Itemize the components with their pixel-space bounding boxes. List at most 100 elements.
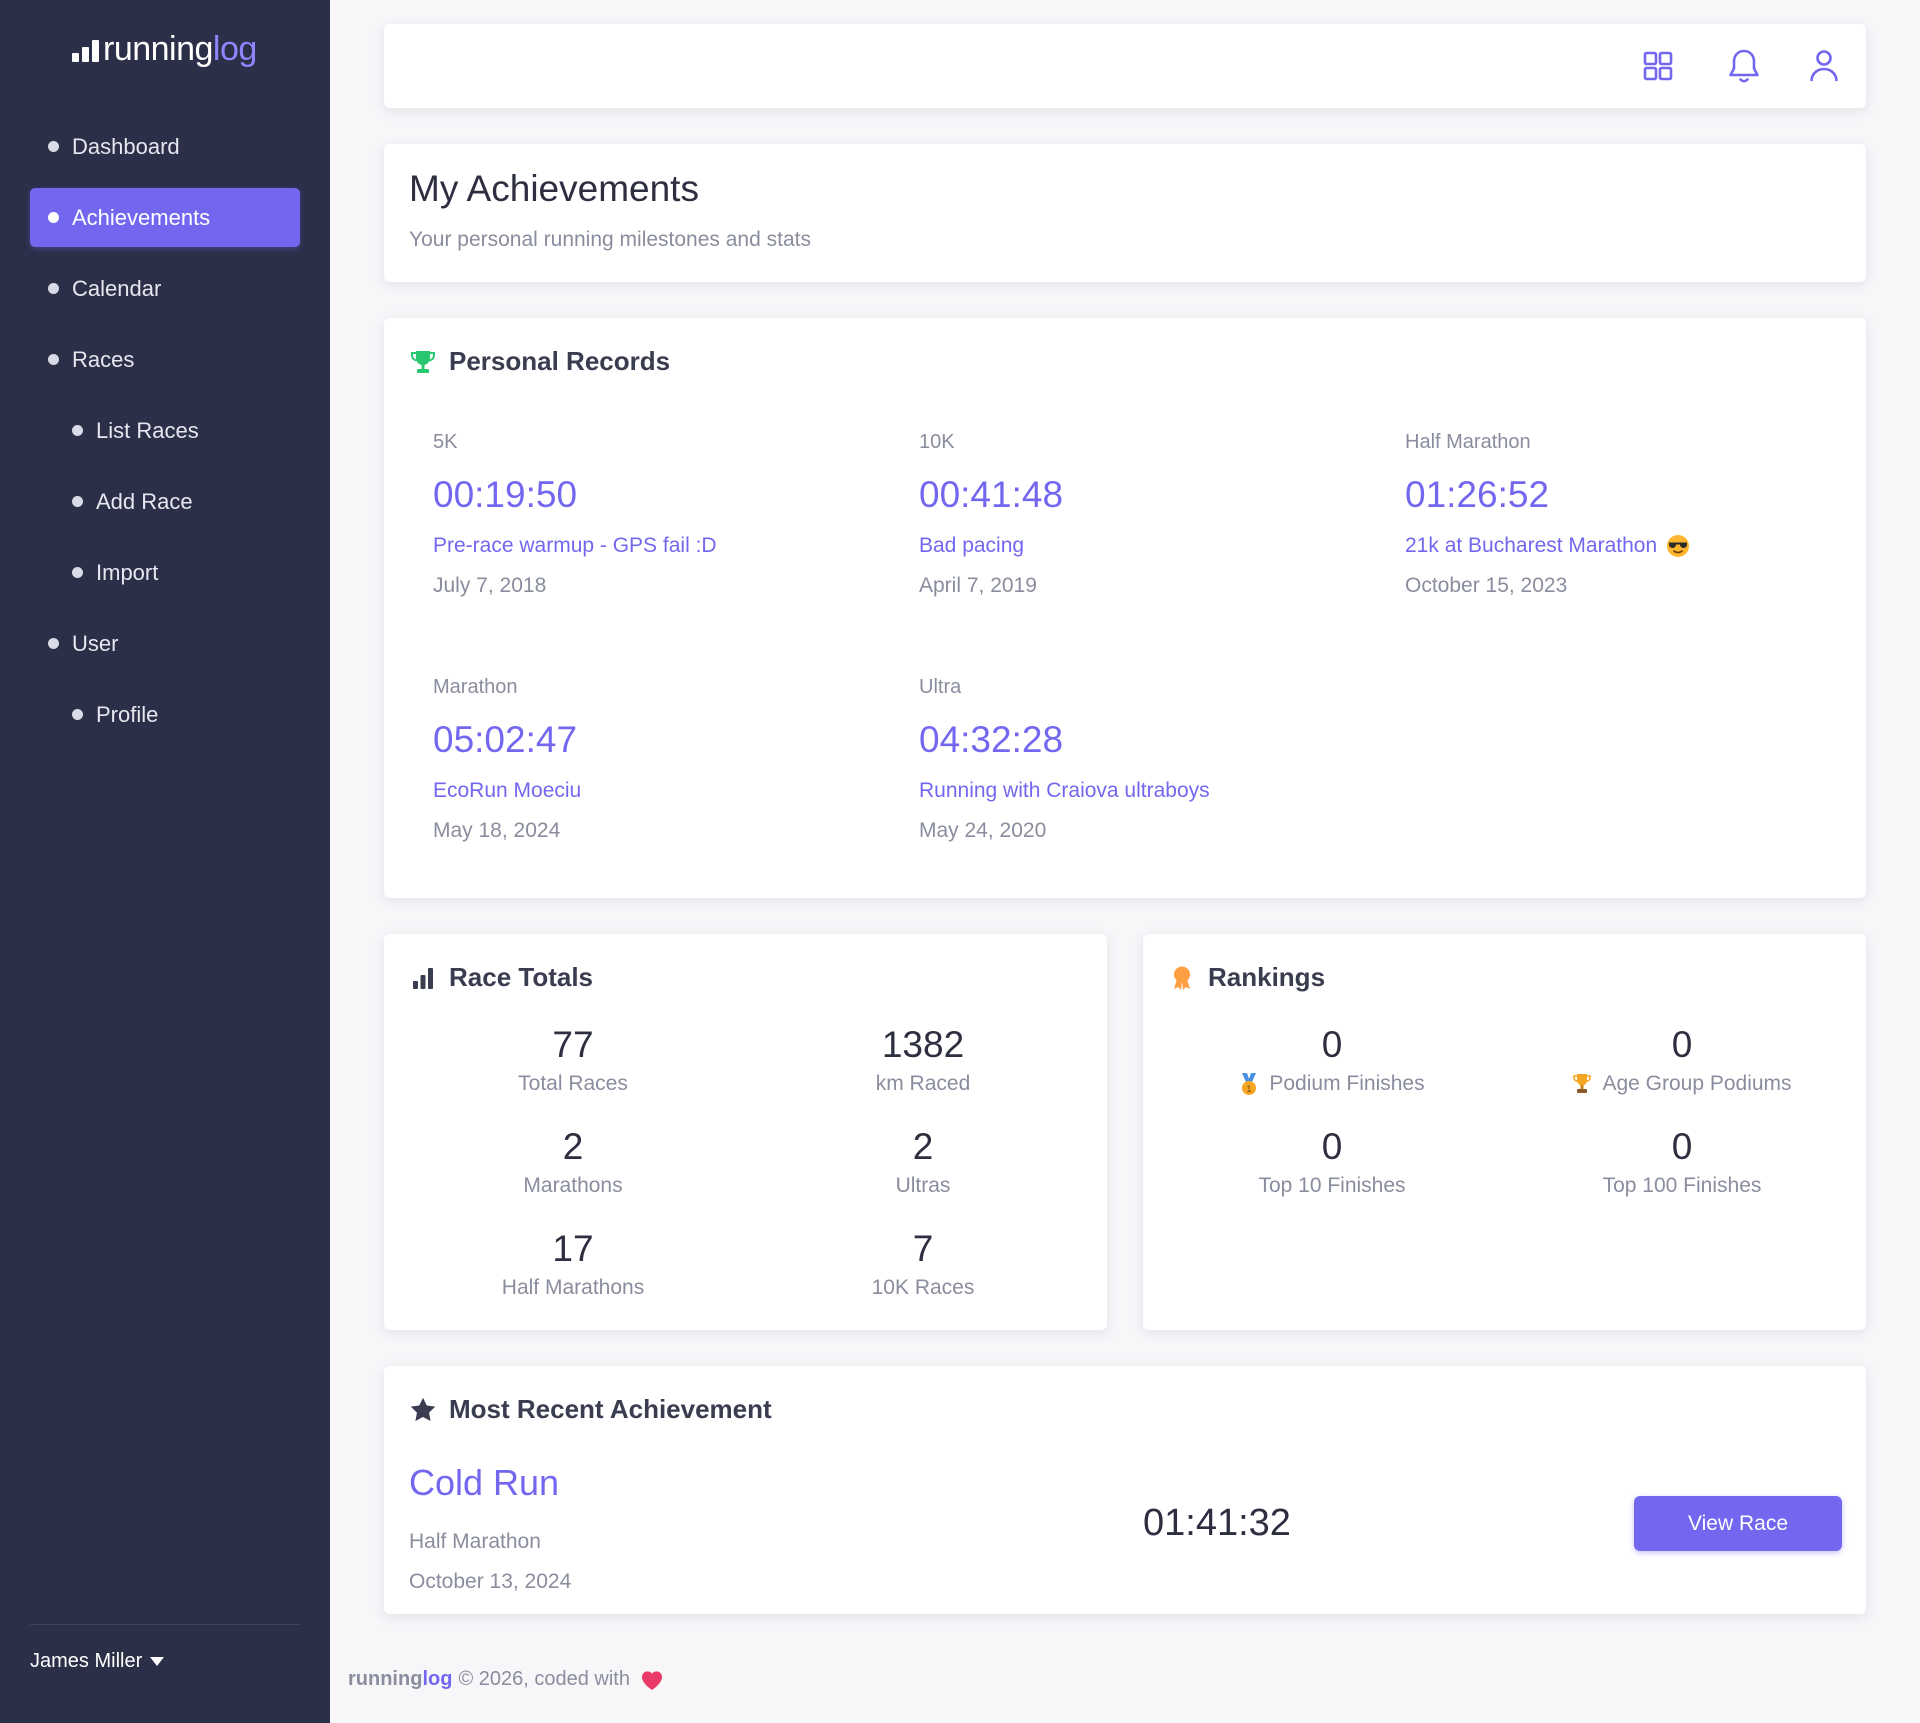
record-half-marathon: Half Marathon 01:26:52 21k at Bucharest … [1405,431,1885,598]
stat-ultras: 2 Ultras [743,1126,1103,1198]
stat-value: 2 [562,1126,584,1167]
sidebar-item-label: Add Race [96,488,193,514]
stat-label: km Raced [875,1072,971,1095]
record-race-link[interactable]: EcoRun Moeciu [433,779,913,803]
rankings-card: Rankings 0 1 Podium Finishes 0 Age Group… [1143,934,1866,1330]
bar-chart-icon [409,964,437,992]
sidebar-item-races[interactable]: Races [30,330,300,389]
stat-value: 77 [552,1024,594,1065]
stat-age-group-podiums: 0 Age Group Podiums [1502,1024,1862,1096]
stat-value: 0 [1671,1126,1693,1167]
footer-text: © 2026, coded with [458,1668,630,1690]
race-totals-card: Race Totals 77 Total Races 1382 km Raced… [384,934,1107,1330]
stat-label: Half Marathons [501,1276,645,1299]
sidebar-item-label: List Races [96,417,199,443]
sidebar-item-import[interactable]: Import [30,543,300,602]
footer-brand-log: log [422,1668,453,1690]
stat-value: 7 [912,1228,934,1269]
stat-value: 0 [1321,1024,1343,1065]
sidebar-item-user[interactable]: User [30,614,300,673]
page-title: My Achievements [409,168,699,209]
page-subtitle: Your personal running milestones and sta… [409,228,811,251]
view-race-button[interactable]: View Race [1634,1496,1842,1551]
sidebar-item-label: User [72,630,119,656]
bullet-icon [72,709,83,720]
sidebar-item-dashboard[interactable]: Dashboard [30,117,300,176]
stat-value: 17 [552,1228,594,1269]
stat-value: 2 [912,1126,934,1167]
record-time: 01:26:52 [1405,474,1550,515]
record-distance: 5K [433,431,458,453]
sidebar-item-list-races[interactable]: List Races [30,401,300,460]
record-race-link[interactable]: 21k at Bucharest Marathon [1405,534,1885,558]
bullet-icon [72,425,83,436]
top-navbar [384,24,1866,108]
heart-icon [640,1669,664,1691]
record-distance: Ultra [919,676,962,698]
sidebar-item-calendar[interactable]: Calendar [30,259,300,318]
sidebar-nav: Dashboard Achievements Calendar Races Li… [30,117,300,756]
stat-value: 0 [1321,1126,1343,1167]
sidebar-item-label: Achievements [72,204,211,230]
section-title-text: Most Recent Achievement [449,1394,772,1424]
stat-label: 1 Podium Finishes [1152,1072,1512,1096]
record-time: 04:32:28 [919,719,1064,760]
main-content: My Achievements Your personal running mi… [384,24,1866,1614]
sidebar: running log Dashboard Achievements Calend… [0,0,330,1723]
record-time: 00:41:48 [919,474,1064,515]
footer: running log © 2026, coded with [348,1668,664,1691]
star-icon [409,1396,437,1424]
race-link-text: Bad pacing [919,534,1025,557]
brand-logo[interactable]: running log [72,30,257,69]
stat-value: 1382 [881,1024,965,1065]
stat-total-races: 77 Total Races [393,1024,753,1096]
sidebar-item-label: Races [72,346,135,372]
bullet-icon [72,567,83,578]
stat-value: 0 [1671,1024,1693,1065]
sidebar-item-profile[interactable]: Profile [30,685,300,744]
stat-label: Age Group Podiums [1502,1072,1862,1096]
race-totals-title: Race Totals [409,962,1082,993]
record-ultra: Ultra 04:32:28 Running with Craiova ultr… [919,676,1399,843]
section-title-text: Rankings [1208,962,1326,992]
stat-km-raced: 1382 km Raced [743,1024,1103,1096]
section-title-text: Personal Records [449,346,671,376]
race-link-text: Pre-race warmup - GPS fail :D [433,534,717,557]
record-date: July 7, 2018 [433,574,547,597]
sidebar-divider [30,1624,300,1625]
stat-marathons: 2 Marathons [393,1126,753,1198]
award-icon [1168,964,1196,992]
race-link-text: 21k at Bucharest Marathon [1405,534,1658,557]
record-race-link[interactable]: Pre-race warmup - GPS fail :D [433,534,913,558]
sidebar-item-achievements[interactable]: Achievements [30,188,300,247]
grid-icon[interactable] [1638,46,1678,86]
stat-label: Top 10 Finishes [1258,1174,1406,1197]
record-10k: 10K 00:41:48 Bad pacing April 7, 2019 [919,431,1399,598]
section-title-text: Race Totals [449,962,594,992]
stat-10k-races: 7 10K Races [743,1228,1103,1300]
stat-label: 10K Races [871,1276,975,1299]
record-time: 05:02:47 [433,719,578,760]
user-icon[interactable] [1804,46,1844,86]
medal-icon: 1 [1239,1072,1259,1096]
recent-race-time: 01:41:32 [1143,1502,1291,1544]
recent-race-name-link[interactable]: Cold Run [409,1462,560,1503]
bell-icon[interactable] [1724,46,1764,86]
sidebar-item-label: Import [96,559,159,585]
user-menu[interactable]: James Miller [30,1650,165,1673]
record-race-link[interactable]: Running with Craiova ultraboys [919,779,1399,803]
stat-podium-finishes: 0 1 Podium Finishes [1152,1024,1512,1096]
record-race-link[interactable]: Bad pacing [919,534,1399,558]
bullet-icon [48,212,59,223]
brand-word-log: log [212,30,257,68]
bullet-icon [72,496,83,507]
personal-records-title: Personal Records [409,346,1841,377]
sidebar-item-label: Dashboard [72,133,180,159]
stat-label-text: Podium Finishes [1269,1072,1425,1095]
sidebar-item-label: Profile [96,701,159,727]
stat-top-10-finishes: 0 Top 10 Finishes [1152,1126,1512,1198]
user-name: James Miller [30,1650,143,1672]
record-marathon: Marathon 05:02:47 EcoRun Moeciu May 18, … [433,676,913,843]
sidebar-item-add-race[interactable]: Add Race [30,472,300,531]
stat-label: Ultras [895,1174,951,1197]
